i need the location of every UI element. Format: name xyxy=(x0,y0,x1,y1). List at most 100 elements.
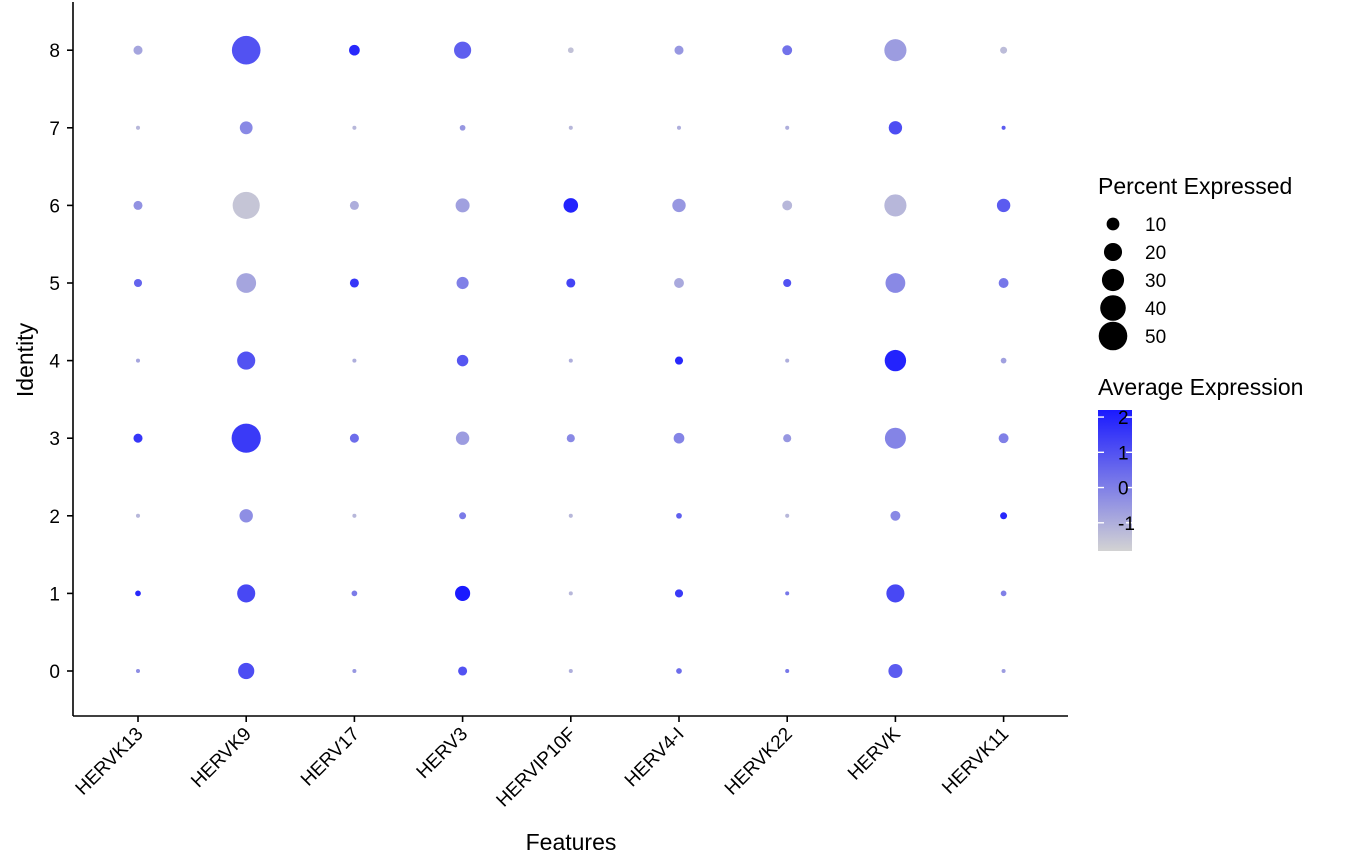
dot-HERV4-I-2 xyxy=(676,512,682,519)
dot-HERVIP10F-2 xyxy=(568,513,573,518)
dot-HERVK-8 xyxy=(884,39,907,62)
x-tick-label: HERVIP10F xyxy=(493,724,581,812)
dot-HERV4-I-8 xyxy=(674,45,684,55)
y-axis-ticks: 0 1 2 3 4 5 6 7 8 xyxy=(49,41,73,683)
dot-HERVIP10F-7 xyxy=(568,125,573,130)
dot-HERVK13-5 xyxy=(133,278,143,288)
dot-HERVK13-2 xyxy=(135,513,141,518)
dot-HERV3-6 xyxy=(455,198,470,213)
dot-HERVIP10F-6 xyxy=(563,198,579,213)
x-tick-label: HERVK xyxy=(844,723,905,784)
color-legend-label: 1 xyxy=(1118,443,1129,464)
dot-HERVIP10F-4 xyxy=(568,358,573,363)
dot-HERV3-7 xyxy=(459,124,466,131)
dot-HERVK13-0 xyxy=(135,668,141,674)
y-axis-title: Identity xyxy=(12,322,38,397)
size-legend-label: 50 xyxy=(1145,327,1166,348)
dot-HERVK9-8 xyxy=(231,35,261,65)
dot-HERVIP10F-3 xyxy=(566,434,575,443)
dot-HERV17-8 xyxy=(349,44,360,56)
dot-HERV4-I-5 xyxy=(674,278,684,288)
dot-layer xyxy=(133,35,1011,680)
y-tick-label: 1 xyxy=(49,584,60,605)
dot-HERV4-I-7 xyxy=(676,125,682,130)
dot-HERV17-3 xyxy=(349,433,359,443)
dot-HERVK-7 xyxy=(888,121,903,135)
dot-HERVK22-2 xyxy=(785,513,790,518)
y-tick-label: 3 xyxy=(49,429,60,450)
dot-HERVK22-3 xyxy=(783,434,792,443)
y-tick-label: 2 xyxy=(49,507,60,528)
dot-HERV3-1 xyxy=(455,585,471,601)
dot-HERVK22-5 xyxy=(783,278,792,288)
dot-HERV3-4 xyxy=(456,354,469,367)
x-tick-label: HERVK9 xyxy=(187,724,255,792)
y-tick-label: 0 xyxy=(49,662,60,683)
size-legend-label: 40 xyxy=(1145,299,1166,320)
x-axis-ticks: HERVK13 HERVK9 HERV17 HERV3 HERVIP10F HERV4-I… xyxy=(72,716,1013,811)
dot-HERV3-3 xyxy=(455,431,470,445)
size-legend-dot xyxy=(1098,321,1128,351)
x-axis-title: Features xyxy=(526,829,617,855)
dot-HERVK9-1 xyxy=(237,584,256,603)
size-legend-dot xyxy=(1100,295,1126,321)
dot-HERVK13-8 xyxy=(133,45,143,55)
dot-HERV4-I-0 xyxy=(676,668,682,674)
size-legend-label: 30 xyxy=(1145,271,1166,292)
dot-HERVK11-7 xyxy=(1001,125,1006,130)
dot-HERVK22-1 xyxy=(785,591,790,596)
dot-HERVK9-4 xyxy=(237,351,256,370)
dot-HERV4-I-6 xyxy=(672,198,686,213)
dot-HERVIP10F-5 xyxy=(566,278,576,288)
dot-HERV3-8 xyxy=(454,41,472,59)
dot-HERV17-1 xyxy=(351,590,358,597)
color-legend-bar xyxy=(1098,410,1132,551)
x-tick-label: HERV4-I xyxy=(621,724,689,792)
dot-HERVK11-3 xyxy=(998,433,1009,444)
color-legend-label: 0 xyxy=(1118,479,1129,500)
size-legend-label: 20 xyxy=(1145,243,1166,264)
dot-HERV3-0 xyxy=(458,666,468,676)
x-tick-label: HERV3 xyxy=(413,724,472,783)
dot-HERVK9-6 xyxy=(232,191,260,219)
size-legend-dot xyxy=(1103,242,1123,262)
x-tick-label: HERVK11 xyxy=(938,724,1013,799)
dot-HERVK13-1 xyxy=(135,590,141,597)
dot-HERVIP10F-0 xyxy=(568,668,573,674)
size-legend-dot xyxy=(1101,268,1125,292)
dot-HERV4-I-3 xyxy=(673,432,685,444)
color-legend-label: 2 xyxy=(1118,408,1129,429)
dot-HERVK11-4 xyxy=(1000,357,1007,364)
dot-HERVK-3 xyxy=(884,427,906,449)
dot-HERV4-I-1 xyxy=(674,589,684,598)
dot-HERVK9-2 xyxy=(239,509,253,523)
dot-HERVK-0 xyxy=(888,663,903,679)
dot-HERVK22-7 xyxy=(785,125,790,130)
dot-HERV17-0 xyxy=(352,668,357,674)
dot-HERVK22-6 xyxy=(782,200,793,211)
dot-HERVK11-5 xyxy=(998,278,1009,288)
dot-HERV3-5 xyxy=(456,276,469,290)
dot-HERVK9-5 xyxy=(236,273,257,293)
x-tick-label: HERVK13 xyxy=(72,724,148,800)
y-tick-label: 5 xyxy=(49,274,60,295)
size-legend-dot xyxy=(1106,217,1120,231)
x-tick-label: HERV17 xyxy=(297,724,364,791)
size-legend-title: Percent Expressed xyxy=(1098,173,1292,199)
dot-HERV3-2 xyxy=(459,512,467,520)
dot-HERVK-4 xyxy=(884,349,907,372)
dot-HERVIP10F-8 xyxy=(567,47,574,54)
dot-HERVK-5 xyxy=(885,273,906,293)
dot-HERVK13-4 xyxy=(135,358,141,363)
color-legend-title: Average Expression xyxy=(1098,374,1303,400)
dot-HERVK-1 xyxy=(886,584,905,603)
dot-HERVK13-3 xyxy=(133,433,143,443)
color-legend: Average Expression 2 1 0 -1 xyxy=(1098,374,1303,551)
dot-HERVK11-1 xyxy=(1000,590,1007,597)
dot-HERVK11-6 xyxy=(996,198,1011,213)
dot-HERVK9-7 xyxy=(239,121,253,135)
dot-HERVK22-4 xyxy=(785,358,790,363)
dot-HERVK11-2 xyxy=(1000,512,1008,520)
dot-HERVK22-8 xyxy=(782,45,793,56)
